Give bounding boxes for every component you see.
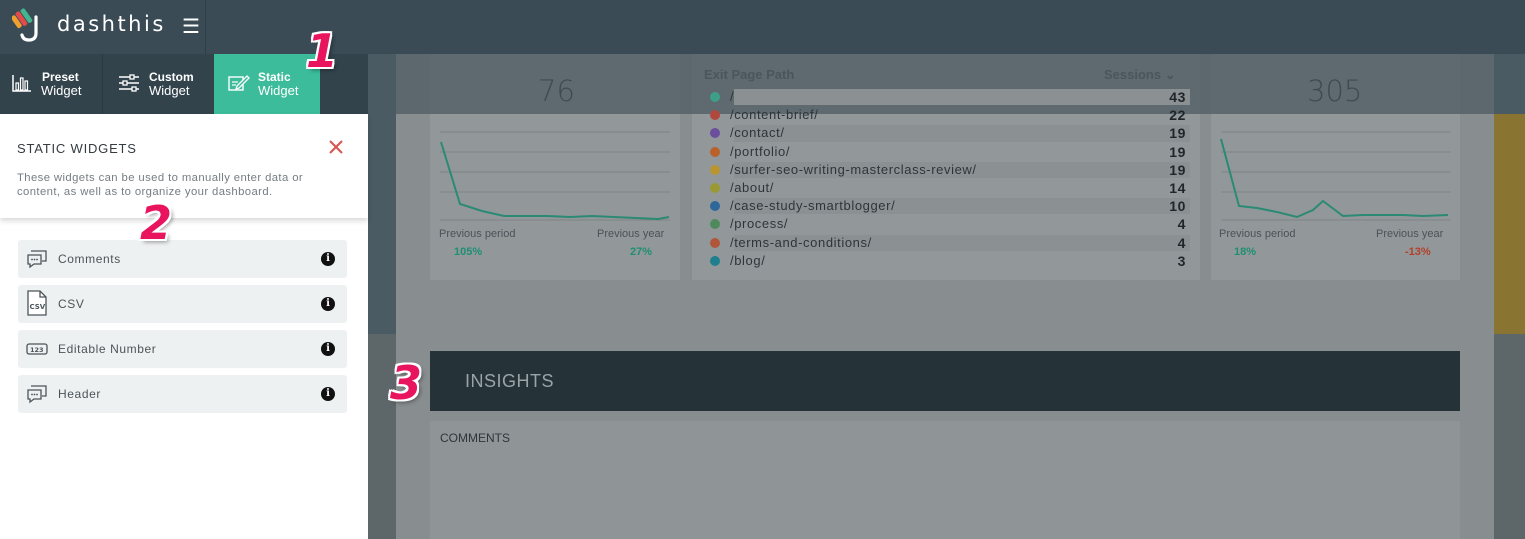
widget-item-header[interactable]: Header i <box>18 375 347 413</box>
kpi-value: 305 <box>1307 74 1363 108</box>
series-dot <box>710 201 720 212</box>
widget-item-editable-number[interactable]: 123 Editable Number i <box>18 330 347 368</box>
tab-label-line2: Widget <box>41 83 82 98</box>
prev-year-label: Previous year <box>597 228 665 240</box>
tab-custom-widget[interactable]: Custom Widget <box>104 54 213 114</box>
insights-title: INSIGHTS <box>465 371 555 391</box>
tab-label-line2: Widget <box>149 83 190 98</box>
series-dot <box>710 182 720 193</box>
sliders-icon <box>119 74 139 92</box>
kpi-card-right[interactable]: 305 Previous period Previous year 18% -1… <box>1211 54 1460 280</box>
series-dot <box>710 146 720 157</box>
series-dot <box>710 110 720 121</box>
info-icon[interactable]: i <box>321 297 335 311</box>
prev-year-value: 27% <box>630 246 653 258</box>
kpi-value: 76 <box>538 74 575 108</box>
widget-item-label: Editable Number <box>58 342 157 356</box>
info-icon[interactable]: i <box>321 342 335 356</box>
panel-header: STATIC WIDGETS These widgets can be used… <box>0 114 368 218</box>
csv-file-icon: CSV <box>27 290 47 316</box>
tab-label-line1: Custom <box>149 70 194 84</box>
table-row: /about/14 <box>702 179 1190 197</box>
widget-tabs: Preset Widget Custom Widget Static Widge… <box>0 54 368 114</box>
edit-icon <box>228 75 250 91</box>
prev-period-value: 105% <box>454 246 483 258</box>
comments-widget[interactable]: COMMENTS <box>430 421 1460 539</box>
callout-number-2: 2 <box>140 196 173 250</box>
table-row: /process/4 <box>702 215 1190 233</box>
tab-label-line1: Preset <box>42 70 79 84</box>
prev-period-label: Previous period <box>439 228 516 240</box>
callout-number-1: 1 <box>306 24 339 78</box>
chevron-down-icon: ⌄ <box>1164 67 1176 82</box>
comment-icon <box>27 385 47 404</box>
brand-area: dashthis ☰ <box>0 0 206 54</box>
series-dot <box>710 128 720 139</box>
table-row: /case-study-smartblogger/10 <box>702 197 1190 215</box>
table-row: /content-brief/22 <box>702 106 1190 124</box>
column-header-sessions[interactable]: Sessions ⌄ <box>1104 67 1176 82</box>
insights-header-widget[interactable]: INSIGHTS <box>430 351 1460 411</box>
comments-label: COMMENTS <box>440 431 510 445</box>
table-row: /contact/19 <box>702 124 1190 142</box>
prev-year-label: Previous year <box>1376 228 1444 240</box>
comment-icon <box>27 250 47 269</box>
widget-item-label: CSV <box>58 297 85 311</box>
static-widgets-panel: STATIC WIDGETS These widgets can be used… <box>0 114 368 539</box>
callout-number-3: 3 <box>390 356 423 410</box>
top-bar: dashthis ☰ <box>0 0 1525 54</box>
exit-pages-table-card[interactable]: Exit Page Path Sessions ⌄ /43 /content-b… <box>692 54 1200 280</box>
table-row: /43 <box>702 88 1190 106</box>
prev-period-value: 18% <box>1234 246 1257 258</box>
series-dot <box>710 255 720 266</box>
prev-period-label: Previous period <box>1219 228 1296 240</box>
table-body: /43 /content-brief/22 /contact/19 /portf… <box>702 88 1190 270</box>
prev-year-value: -13% <box>1405 246 1431 258</box>
table-row: /terms-and-conditions/4 <box>702 234 1190 252</box>
info-icon[interactable]: i <box>321 252 335 266</box>
sparkline-chart <box>440 131 670 221</box>
widget-item-csv[interactable]: CSV CSV i <box>18 285 347 323</box>
info-icon[interactable]: i <box>321 387 335 401</box>
svg-text:123: 123 <box>30 346 44 354</box>
sparkline-chart <box>1220 131 1451 221</box>
kpi-card-left[interactable]: 76 Previous period Previous year 105% 27… <box>430 54 680 280</box>
series-dot <box>710 237 720 248</box>
dashboard-accent-strip <box>1494 114 1525 334</box>
hamburger-icon[interactable]: ☰ <box>182 16 200 38</box>
table-row: /portfolio/19 <box>702 143 1190 161</box>
column-header-path: Exit Page Path <box>704 67 795 82</box>
series-dot <box>710 92 720 102</box>
table-row: /surfer-seo-writing-masterclass-review/1… <box>702 161 1190 179</box>
widget-item-label: Header <box>58 387 101 401</box>
tab-label-line1: Static <box>258 70 291 84</box>
tab-label-line2: Widget <box>258 83 299 98</box>
tab-preset-widget[interactable]: Preset Widget <box>0 54 103 114</box>
number-icon: 123 <box>26 343 48 355</box>
dashthis-logo-icon <box>12 8 38 42</box>
panel-title: STATIC WIDGETS <box>17 141 137 156</box>
tab-static-widget[interactable]: Static Widget <box>214 54 320 114</box>
series-dot <box>710 219 720 230</box>
bar-chart-icon <box>12 75 31 92</box>
close-icon[interactable] <box>327 138 345 156</box>
series-dot <box>710 164 720 175</box>
widget-item-label: Comments <box>58 252 121 266</box>
brand-name: dashthis <box>57 12 166 36</box>
table-row: /blog/3 <box>702 252 1190 270</box>
widget-item-comments[interactable]: Comments i <box>18 240 347 278</box>
panel-description: These widgets can be used to manually en… <box>17 172 304 198</box>
svg-text:CSV: CSV <box>30 303 46 311</box>
